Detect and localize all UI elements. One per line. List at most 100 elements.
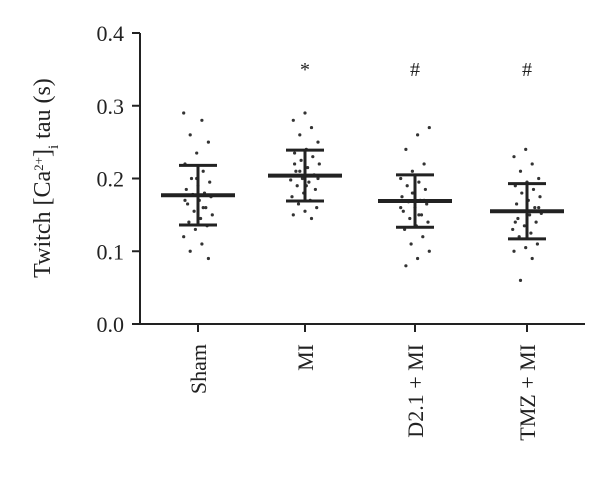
data-point bbox=[182, 111, 186, 115]
y-tick-label: 0.3 bbox=[97, 94, 125, 119]
data-point bbox=[408, 216, 412, 221]
data-point bbox=[187, 220, 191, 224]
data-point bbox=[289, 178, 293, 182]
data-point bbox=[399, 176, 403, 181]
data-point bbox=[296, 202, 301, 206]
data-point bbox=[311, 155, 315, 159]
data-point bbox=[410, 169, 414, 173]
data-point bbox=[534, 220, 538, 224]
data-point bbox=[201, 206, 205, 210]
y-label-sup: 2+ bbox=[31, 157, 46, 171]
data-point bbox=[315, 206, 319, 210]
data-point bbox=[416, 133, 420, 137]
data-point bbox=[512, 155, 516, 159]
data-point bbox=[410, 191, 414, 195]
data-point bbox=[531, 187, 536, 192]
data-point bbox=[515, 202, 519, 206]
data-point bbox=[530, 256, 534, 261]
data-point bbox=[316, 176, 320, 181]
data-point bbox=[416, 256, 420, 261]
data-point bbox=[317, 162, 321, 166]
data-point bbox=[299, 158, 303, 162]
data-point bbox=[417, 180, 421, 184]
data-point bbox=[290, 195, 294, 199]
data-point bbox=[184, 187, 188, 192]
data-point bbox=[513, 220, 517, 224]
y-axis-label: Twitch [Ca2+]i tau (s) bbox=[30, 78, 62, 278]
y-tick-label: 0.0 bbox=[97, 312, 125, 337]
data-point bbox=[427, 249, 431, 253]
data-point bbox=[206, 256, 210, 261]
data-point bbox=[520, 191, 524, 195]
data-point bbox=[182, 235, 186, 239]
data-point bbox=[535, 242, 540, 246]
data-point bbox=[316, 140, 320, 144]
annotation: # bbox=[410, 59, 420, 81]
data-point bbox=[511, 227, 515, 232]
data-point bbox=[192, 209, 196, 213]
data-point bbox=[201, 169, 205, 173]
data-point bbox=[405, 184, 409, 188]
data-point bbox=[524, 246, 528, 250]
data-point bbox=[537, 206, 541, 210]
data-point bbox=[306, 165, 310, 170]
data-point bbox=[524, 147, 528, 151]
data-point bbox=[417, 213, 421, 217]
data-point bbox=[298, 169, 302, 173]
data-point bbox=[426, 220, 430, 224]
data-point bbox=[313, 187, 317, 192]
data-point bbox=[537, 176, 541, 181]
data-point bbox=[204, 206, 208, 210]
data-point bbox=[303, 111, 307, 115]
annotation: # bbox=[522, 59, 532, 81]
data-point bbox=[419, 213, 424, 217]
data-point bbox=[538, 195, 542, 199]
x-tick-label: TMZ + MI bbox=[515, 344, 540, 441]
data-point bbox=[206, 140, 210, 144]
data-point bbox=[400, 195, 404, 199]
y-label-part: tau (s) bbox=[30, 78, 56, 145]
data-point bbox=[309, 125, 314, 130]
data-point bbox=[294, 169, 298, 173]
data-point bbox=[533, 206, 537, 210]
data-point bbox=[210, 213, 214, 217]
data-point bbox=[512, 249, 516, 253]
y-tick-label: 0.1 bbox=[97, 239, 125, 264]
data-point bbox=[293, 162, 297, 166]
data-point bbox=[516, 216, 520, 221]
y-label-part: ] bbox=[30, 149, 56, 157]
data-point bbox=[421, 235, 425, 239]
x-tick-label: MI bbox=[293, 344, 318, 371]
data-point bbox=[423, 187, 427, 192]
data-point bbox=[189, 176, 194, 181]
data-point bbox=[518, 278, 523, 282]
data-point bbox=[291, 213, 295, 217]
data-point bbox=[303, 209, 307, 213]
data-point bbox=[298, 133, 302, 137]
data-point bbox=[530, 162, 534, 166]
data-point bbox=[188, 249, 192, 253]
data-point bbox=[183, 198, 187, 202]
x-tick-label: Sham bbox=[186, 344, 211, 394]
data-point bbox=[404, 147, 408, 151]
data-point bbox=[295, 184, 299, 188]
y-label-sub: i bbox=[46, 145, 62, 149]
y-tick-label: 0.4 bbox=[97, 21, 125, 46]
data-point bbox=[293, 151, 297, 155]
data-point bbox=[409, 242, 413, 246]
data-point bbox=[422, 162, 426, 166]
data-point bbox=[199, 216, 203, 221]
data-point bbox=[427, 125, 431, 130]
data-point bbox=[200, 118, 204, 122]
data-point bbox=[401, 209, 405, 213]
data-point bbox=[200, 242, 204, 246]
y-tick-label: 0.2 bbox=[97, 167, 125, 192]
data-point bbox=[300, 176, 304, 181]
data-point bbox=[195, 151, 199, 155]
y-label-part: Twitch [Ca bbox=[30, 171, 56, 278]
data-point bbox=[518, 169, 523, 173]
annotation: * bbox=[300, 59, 310, 81]
data-point bbox=[188, 133, 192, 137]
data-point bbox=[208, 180, 212, 184]
